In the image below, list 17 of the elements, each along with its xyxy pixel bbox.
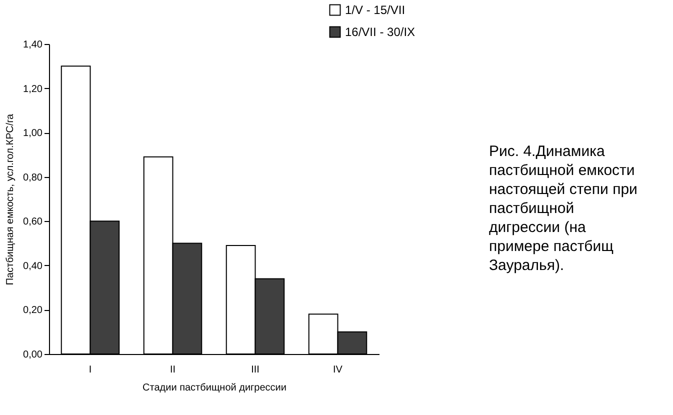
- x-tick-label: II: [170, 364, 176, 376]
- y-axis-title: Пастбищная емкость, усл.гол.КРС/га: [5, 113, 16, 286]
- x-axis-title: Стадии пастбищной дигрессии: [142, 382, 286, 394]
- x-tick-label: I: [88, 364, 92, 376]
- legend-label: 1/V - 15/VII: [345, 3, 406, 17]
- y-tick-label: 0,40: [23, 260, 43, 272]
- x-tick-label: IV: [333, 364, 343, 376]
- y-tick-label: 0,00: [23, 350, 43, 360]
- y-tick-label: 1,00: [23, 128, 43, 140]
- y-tick-label: 0,80: [23, 172, 43, 184]
- x-tick-label: III: [251, 364, 260, 376]
- y-tick-label: 0,20: [23, 305, 43, 316]
- text: Рис. 4.Динамика пастбищной емкости настоящей степи при пастбищной дигрессии (на примере пастбищ Зауралья).: [489, 143, 638, 274]
- y-tick-label: 0,60: [23, 216, 43, 228]
- y-tick-label: 1,40: [23, 40, 43, 50]
- y-tick-label: 1,20: [23, 84, 43, 95]
- legend-label: 16/VII - 30/IX: [345, 25, 416, 39]
